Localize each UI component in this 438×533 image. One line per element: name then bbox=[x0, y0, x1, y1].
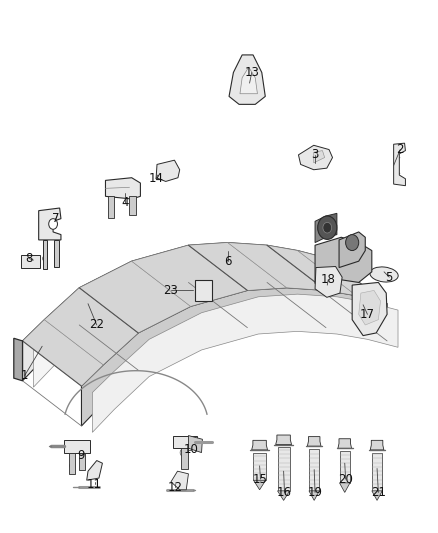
Polygon shape bbox=[188, 243, 287, 290]
Polygon shape bbox=[69, 453, 75, 474]
Text: 17: 17 bbox=[360, 308, 375, 321]
Text: 13: 13 bbox=[244, 66, 259, 79]
Polygon shape bbox=[314, 151, 325, 163]
Polygon shape bbox=[195, 280, 212, 301]
Text: 6: 6 bbox=[224, 255, 231, 268]
Text: 20: 20 bbox=[338, 473, 353, 486]
Polygon shape bbox=[173, 435, 197, 448]
Circle shape bbox=[70, 463, 74, 469]
Polygon shape bbox=[171, 471, 188, 490]
Text: 10: 10 bbox=[183, 443, 198, 456]
Ellipse shape bbox=[370, 267, 398, 282]
Circle shape bbox=[14, 359, 20, 366]
Polygon shape bbox=[180, 448, 187, 469]
Text: 11: 11 bbox=[87, 478, 102, 491]
Polygon shape bbox=[64, 440, 90, 453]
Text: 19: 19 bbox=[307, 486, 322, 499]
Polygon shape bbox=[43, 240, 46, 269]
Polygon shape bbox=[372, 453, 382, 491]
Polygon shape bbox=[108, 196, 114, 217]
Polygon shape bbox=[156, 160, 180, 181]
Polygon shape bbox=[81, 288, 387, 426]
Circle shape bbox=[180, 449, 186, 456]
Polygon shape bbox=[254, 453, 266, 480]
Polygon shape bbox=[228, 243, 326, 290]
Circle shape bbox=[14, 369, 20, 376]
Polygon shape bbox=[14, 338, 22, 381]
Polygon shape bbox=[252, 440, 268, 450]
Text: 12: 12 bbox=[168, 481, 183, 494]
Circle shape bbox=[346, 235, 359, 251]
Circle shape bbox=[54, 254, 59, 260]
Polygon shape bbox=[307, 437, 321, 446]
Polygon shape bbox=[92, 294, 398, 432]
Polygon shape bbox=[240, 67, 258, 94]
Circle shape bbox=[24, 259, 28, 264]
Circle shape bbox=[32, 259, 36, 264]
Polygon shape bbox=[339, 483, 350, 492]
Polygon shape bbox=[359, 290, 381, 325]
Text: 2: 2 bbox=[396, 143, 404, 156]
Text: 23: 23 bbox=[163, 284, 178, 297]
Text: 8: 8 bbox=[25, 252, 33, 265]
Polygon shape bbox=[339, 232, 365, 268]
Circle shape bbox=[323, 222, 332, 233]
Polygon shape bbox=[44, 288, 138, 365]
Text: 3: 3 bbox=[311, 148, 319, 161]
Polygon shape bbox=[315, 266, 342, 297]
Polygon shape bbox=[278, 447, 290, 491]
Circle shape bbox=[14, 349, 20, 355]
Text: 4: 4 bbox=[121, 196, 129, 209]
Polygon shape bbox=[339, 451, 350, 483]
Polygon shape bbox=[254, 480, 266, 490]
Polygon shape bbox=[276, 435, 292, 445]
Polygon shape bbox=[267, 245, 357, 296]
Polygon shape bbox=[352, 282, 387, 336]
Polygon shape bbox=[338, 439, 352, 448]
Text: 18: 18 bbox=[321, 273, 336, 286]
Polygon shape bbox=[87, 461, 102, 480]
Polygon shape bbox=[22, 243, 328, 381]
Polygon shape bbox=[229, 55, 265, 104]
Polygon shape bbox=[33, 249, 339, 387]
Polygon shape bbox=[188, 435, 202, 453]
Polygon shape bbox=[309, 449, 319, 491]
Circle shape bbox=[49, 219, 57, 229]
Polygon shape bbox=[370, 440, 384, 450]
Polygon shape bbox=[326, 213, 337, 237]
Circle shape bbox=[80, 461, 85, 466]
Text: 16: 16 bbox=[277, 486, 292, 499]
Polygon shape bbox=[309, 491, 319, 500]
Polygon shape bbox=[372, 491, 382, 500]
Circle shape bbox=[318, 216, 337, 239]
Polygon shape bbox=[39, 208, 61, 240]
Polygon shape bbox=[22, 320, 103, 386]
Polygon shape bbox=[21, 255, 40, 268]
Polygon shape bbox=[315, 216, 326, 243]
Text: 5: 5 bbox=[385, 271, 393, 284]
Circle shape bbox=[42, 256, 47, 261]
Circle shape bbox=[199, 285, 208, 296]
Text: 1: 1 bbox=[21, 369, 28, 382]
Polygon shape bbox=[79, 453, 85, 470]
Polygon shape bbox=[297, 251, 387, 304]
Text: 7: 7 bbox=[52, 212, 59, 225]
Polygon shape bbox=[298, 146, 332, 169]
Polygon shape bbox=[278, 491, 290, 500]
Polygon shape bbox=[130, 196, 136, 215]
Text: 22: 22 bbox=[89, 319, 104, 332]
Text: 14: 14 bbox=[148, 172, 163, 185]
Text: 15: 15 bbox=[253, 473, 268, 486]
Polygon shape bbox=[54, 240, 59, 266]
Text: 21: 21 bbox=[371, 486, 386, 499]
Text: 9: 9 bbox=[78, 449, 85, 462]
Polygon shape bbox=[79, 261, 191, 333]
Polygon shape bbox=[106, 177, 141, 199]
Polygon shape bbox=[315, 237, 372, 284]
Polygon shape bbox=[132, 245, 247, 306]
Polygon shape bbox=[394, 143, 406, 185]
